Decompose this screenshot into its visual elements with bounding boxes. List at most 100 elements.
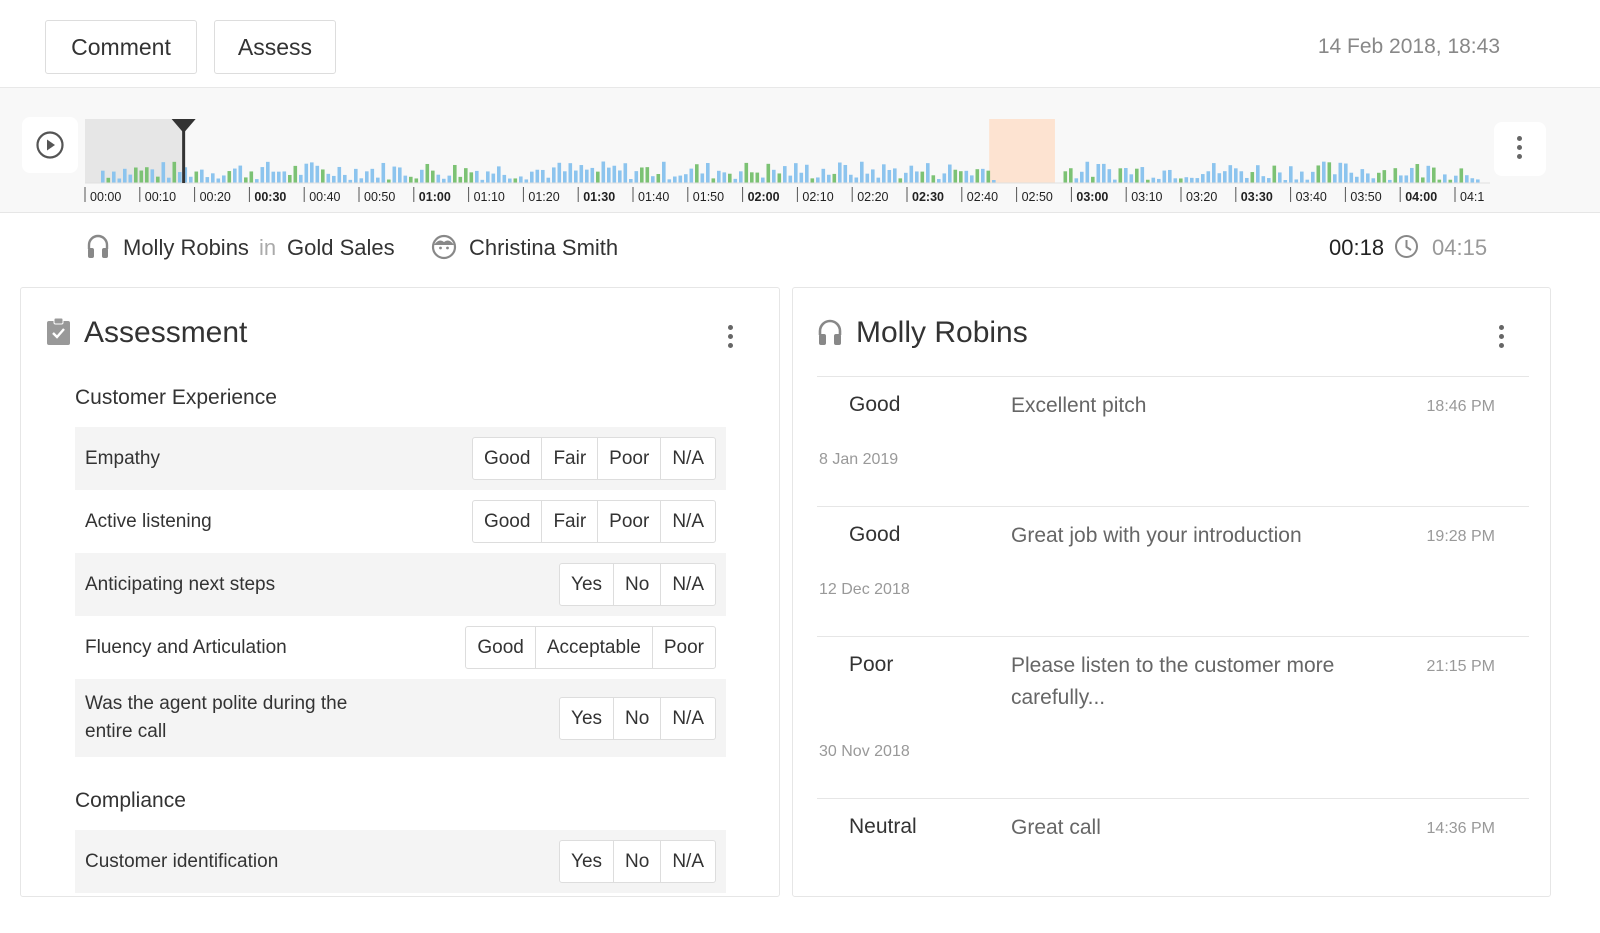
waveform-bar bbox=[739, 171, 743, 183]
waveform-bar bbox=[387, 179, 391, 183]
waveform-bar bbox=[909, 165, 914, 183]
waveform-bar bbox=[1261, 176, 1266, 183]
tick-label: 04:00 bbox=[1405, 190, 1437, 204]
waveform-bar bbox=[700, 173, 705, 183]
waveform-bar bbox=[183, 167, 188, 183]
waveform-bar bbox=[359, 178, 364, 183]
waveform-bar bbox=[343, 174, 347, 183]
comment-entry[interactable]: Good Great job with your introduction 19:2… bbox=[817, 507, 1529, 567]
waveform-bar bbox=[365, 171, 369, 183]
waveform-bar bbox=[568, 163, 573, 183]
criterion-label: Fluency and Articulation bbox=[85, 636, 287, 658]
play-button[interactable] bbox=[22, 117, 78, 173]
agent-name[interactable]: Molly Robins bbox=[123, 235, 249, 260]
assess-button[interactable]: Assess bbox=[214, 20, 336, 74]
comment-button[interactable]: Comment bbox=[45, 20, 197, 74]
waveform-bar bbox=[959, 171, 963, 183]
waveform-bar bbox=[436, 174, 441, 183]
waveform-bar bbox=[541, 169, 545, 183]
assessment-panel: Assessment Customer Experience Empathy Goo… bbox=[20, 287, 780, 897]
comment-entry[interactable]: Good Excellent pitch 18:46 PM bbox=[817, 377, 1529, 437]
waveform-bar bbox=[508, 178, 512, 183]
waveform-bar bbox=[711, 178, 716, 183]
comments-more-button[interactable] bbox=[1499, 325, 1505, 351]
rating-option-yes[interactable]: Yes bbox=[571, 851, 603, 872]
waveform-bar bbox=[695, 164, 699, 183]
comment-rating: Poor bbox=[849, 653, 894, 676]
waveform-bar bbox=[403, 175, 408, 183]
rating-options: Good Fair Poor N/A bbox=[471, 437, 716, 480]
rating-option-na[interactable]: N/A bbox=[660, 438, 715, 479]
waveform-bar bbox=[1272, 165, 1277, 183]
tick-label: 03:40 bbox=[1296, 190, 1327, 204]
customer-avatar-icon bbox=[431, 234, 457, 260]
tick-label: 01:50 bbox=[693, 190, 724, 204]
rating-option-good[interactable]: Good bbox=[477, 637, 524, 658]
waveform-bar bbox=[156, 176, 160, 183]
waveform[interactable]: 00:00 00:10 00:20 00:30 00:40 00:50 01:00 01:10… bbox=[0, 88, 1600, 213]
team-name[interactable]: Gold Sales bbox=[287, 235, 395, 260]
comment-date: 8 Jan 2019 bbox=[819, 451, 899, 468]
waveform-bar bbox=[150, 169, 155, 183]
playhead-handle[interactable] bbox=[171, 119, 196, 133]
divider bbox=[817, 636, 1529, 637]
waveform-bar bbox=[205, 177, 210, 183]
tick-label: 04:1 bbox=[1460, 190, 1484, 204]
waveform-bar bbox=[898, 178, 903, 183]
waveform-bar bbox=[706, 163, 710, 183]
waveform-bar bbox=[612, 165, 617, 183]
rating-option-no[interactable]: No bbox=[613, 564, 660, 605]
comment-entry[interactable]: Neutral Great call 14:36 PM bbox=[817, 799, 1529, 859]
waveform-bar bbox=[629, 179, 633, 183]
waveform-bar bbox=[1432, 167, 1436, 183]
waveform-bar bbox=[662, 161, 666, 183]
rating-option-good[interactable]: Good bbox=[483, 511, 531, 532]
rating-option-fair[interactable]: Fair bbox=[541, 501, 597, 542]
waveform-bar bbox=[249, 171, 254, 183]
comment-entry[interactable]: Poor Please listen to the customer more c… bbox=[817, 637, 1529, 709]
rating-option-na[interactable]: N/A bbox=[660, 501, 715, 542]
rating-option-good[interactable]: Good bbox=[483, 448, 531, 469]
tick-label: 01:10 bbox=[474, 190, 505, 204]
waveform-bar bbox=[761, 177, 765, 183]
tick-label: 03:50 bbox=[1350, 190, 1381, 204]
rating-option-no[interactable]: No bbox=[613, 841, 660, 882]
highlight-region bbox=[989, 119, 1055, 183]
waveform-bar bbox=[414, 178, 419, 183]
waveform-bar bbox=[1234, 168, 1238, 183]
rating-option-yes[interactable]: Yes bbox=[571, 574, 603, 595]
waveform-bar bbox=[1371, 178, 1376, 183]
rating-option-na[interactable]: N/A bbox=[660, 697, 715, 739]
waveform-bar bbox=[1228, 165, 1233, 183]
waveform-bar bbox=[128, 174, 133, 183]
waveform-bar bbox=[172, 161, 177, 183]
waveform-bar bbox=[513, 178, 518, 183]
rating-option-no[interactable]: No bbox=[613, 697, 660, 739]
waveform-bar bbox=[326, 173, 331, 183]
waveform-bar bbox=[1410, 167, 1414, 183]
audio-timeline[interactable]: 00:00 00:10 00:20 00:30 00:40 00:50 01:00 01:10… bbox=[0, 88, 1600, 213]
waveform-bar bbox=[1069, 168, 1073, 183]
rating-option-acceptable[interactable]: Acceptable bbox=[534, 627, 652, 668]
waveform-bar bbox=[777, 173, 782, 183]
rating-option-fair[interactable]: Fair bbox=[541, 438, 597, 479]
rating-option-na[interactable]: N/A bbox=[660, 564, 715, 605]
rating-option-poor[interactable]: Poor bbox=[597, 501, 660, 542]
waveform-bar bbox=[882, 164, 886, 183]
waveform-bar bbox=[475, 170, 479, 183]
assessment-more-button[interactable] bbox=[728, 325, 734, 351]
rating-option-poor[interactable]: Poor bbox=[597, 438, 660, 479]
waveform-bar bbox=[1388, 179, 1392, 183]
tick-label: 00:20 bbox=[200, 190, 231, 204]
waveform-bar bbox=[656, 174, 661, 183]
comment-date: 30 Nov 2018 bbox=[819, 743, 910, 760]
waveform-bar bbox=[1063, 171, 1068, 183]
tick-label: 03:00 bbox=[1076, 190, 1108, 204]
rating-option-poor[interactable]: Poor bbox=[651, 627, 715, 668]
timeline-more-button[interactable] bbox=[1494, 122, 1546, 176]
customer-name[interactable]: Christina Smith bbox=[469, 235, 619, 260]
tick-label: 00:30 bbox=[254, 190, 286, 204]
waveform-bar bbox=[1476, 179, 1480, 183]
rating-option-yes[interactable]: Yes bbox=[571, 707, 603, 729]
rating-option-na[interactable]: N/A bbox=[660, 841, 715, 882]
